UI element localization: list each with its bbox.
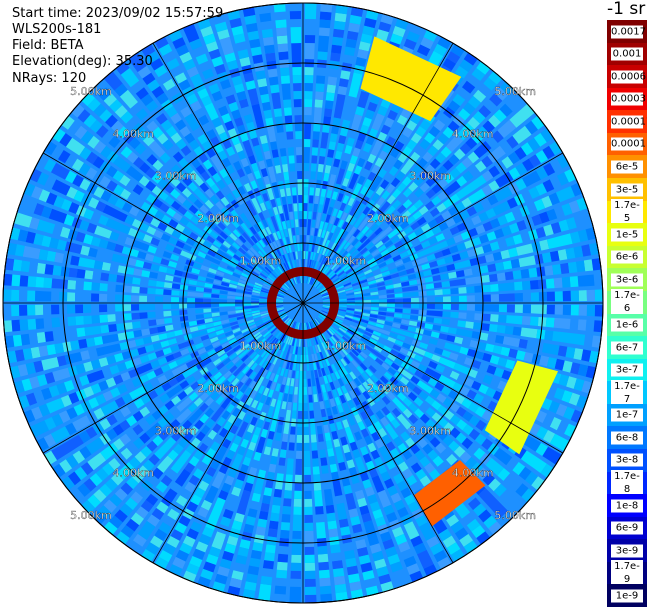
colorbar-level: 1e-9 bbox=[607, 584, 647, 607]
colorbar-level-label: 0.00017 bbox=[611, 115, 647, 129]
colorbar-level: 6e-7 bbox=[607, 336, 647, 360]
colorbar-level: 1.7e-9 bbox=[607, 560, 647, 587]
echo-feature bbox=[360, 36, 462, 122]
colorbar-level: 6e-9 bbox=[607, 516, 647, 540]
colorbar-level-label: 1e-5 bbox=[611, 228, 643, 242]
azimuth-spoke bbox=[152, 302, 304, 564]
start-time-text: Start time: 2023/09/02 15:57:59 bbox=[12, 6, 224, 21]
range-gate-group bbox=[3, 12, 594, 593]
range-label: 5.00km bbox=[70, 85, 112, 98]
colorbar-level: 0.0003 bbox=[607, 87, 647, 111]
colorbar-level-label: 6e-6 bbox=[611, 250, 643, 264]
range-label: 4.00km bbox=[113, 467, 155, 480]
range-gate-group bbox=[4, 7, 592, 603]
range-label: 2.00km bbox=[367, 212, 409, 225]
azimuth-spoke bbox=[152, 42, 304, 304]
colorbar-level: 0.0006 bbox=[607, 65, 647, 89]
colorbar-level-label: 3e-7 bbox=[611, 363, 643, 377]
range-label: 3.00km bbox=[155, 424, 197, 437]
colorbar-level: 3e-9 bbox=[607, 539, 647, 563]
nrays-text: NRays: 120 bbox=[12, 71, 87, 86]
colorbar: 0.0017 0.001 0.0006 0.0003 0.00017 0.0001 6e-5… bbox=[607, 20, 647, 607]
colorbar-level: 1e-5 bbox=[607, 223, 647, 247]
colorbar-level-label: 6e-7 bbox=[611, 341, 643, 355]
colorbar-level: 3e-6 bbox=[607, 268, 647, 292]
colorbar-level-label: 1.7e-5 bbox=[611, 199, 643, 226]
azimuth-spoke bbox=[302, 302, 454, 564]
range-label: 4.00km bbox=[452, 127, 494, 140]
range-label: 5.00km bbox=[494, 85, 536, 98]
colorbar-level-label: 3e-6 bbox=[611, 273, 643, 287]
colorbar-level-label: 3e-8 bbox=[611, 453, 643, 467]
range-label: 1.00km bbox=[240, 339, 282, 352]
ppi-grid bbox=[2, 2, 604, 604]
range-label: 3.00km bbox=[155, 170, 197, 183]
azimuth-spoke bbox=[42, 152, 304, 304]
field-name-text: Field: BETA bbox=[12, 38, 84, 53]
colorbar-level-label: 0.0003 bbox=[611, 92, 646, 106]
azimuth-spoke bbox=[302, 302, 564, 454]
colorbar-level: 6e-8 bbox=[607, 426, 647, 450]
colorbar-level-label: 1.7e-9 bbox=[611, 560, 643, 587]
range-label: 2.00km bbox=[367, 382, 409, 395]
range-label: 1.00km bbox=[240, 255, 282, 268]
colorbar-level: 3e-5 bbox=[607, 178, 647, 202]
colorbar-level: 0.001 bbox=[607, 42, 647, 66]
colorbar-level: 3e-8 bbox=[607, 448, 647, 473]
azimuth-spoke bbox=[302, 152, 564, 304]
azimuth-spoke bbox=[42, 302, 304, 454]
colorbar-level: 3e-7 bbox=[607, 358, 647, 382]
colorbar-level: 1.7e-5 bbox=[607, 199, 647, 226]
colorbar-level: 0.0001 bbox=[607, 132, 647, 156]
colorbar-level: 1.7e-7 bbox=[607, 379, 647, 406]
colorbar-level-label: 1e-6 bbox=[611, 318, 643, 332]
range-gate-group bbox=[10, 3, 603, 594]
ppi-range-labels: 1.00km 1.00km 1.00km 1.00km 2.00km 2.00km 2.00… bbox=[70, 85, 536, 523]
range-label: 4.00km bbox=[452, 467, 494, 480]
range-label: 5.00km bbox=[70, 509, 112, 522]
colorbar-level-label: 1e-8 bbox=[611, 499, 643, 513]
range-gate-group bbox=[17, 3, 602, 592]
azimuth-spoke bbox=[302, 42, 454, 304]
colorbar-level-label: 1.7e-6 bbox=[611, 289, 643, 316]
range-label: 1.00km bbox=[325, 255, 367, 268]
colorbar-level-label: 1e-9 bbox=[611, 589, 643, 603]
range-label: 3.00km bbox=[409, 424, 451, 437]
elevation-text: Elevation(deg): 35.30 bbox=[12, 54, 153, 69]
colorbar-level: 6e-6 bbox=[607, 245, 647, 269]
colorbar-level-label: 1.7e-8 bbox=[611, 470, 643, 497]
range-gate-group bbox=[4, 12, 596, 603]
colorbar-level-label: 1e-7 bbox=[611, 408, 643, 422]
colorbar-level-label: 3e-9 bbox=[611, 544, 643, 558]
instrument-name-text: WLS200s-181 bbox=[12, 22, 102, 37]
colorbar-level-label: 0.001 bbox=[611, 47, 643, 61]
echo-feature bbox=[484, 360, 558, 455]
colorbar-level: 1e-6 bbox=[607, 313, 647, 337]
colorbar-level-label: 0.0001 bbox=[611, 137, 646, 151]
range-label: 1.00km bbox=[325, 339, 367, 352]
range-label: 2.00km bbox=[197, 382, 239, 395]
colorbar-title: -1 sr bbox=[607, 0, 646, 19]
colorbar-level-label: 0.0017 bbox=[611, 25, 646, 39]
range-label: 4.00km bbox=[113, 127, 155, 140]
colorbar-level-label: 6e-8 bbox=[611, 431, 643, 445]
ppi-plot: 1.00km 1.00km 1.00km 1.00km 2.00km 2.00km 2.00… bbox=[2, 2, 604, 604]
colorbar-level: 1e-7 bbox=[607, 403, 647, 427]
colorbar-level-label: 0.0006 bbox=[611, 70, 646, 84]
range-label: 3.00km bbox=[409, 170, 451, 183]
colorbar-level-label: 6e-9 bbox=[611, 521, 643, 535]
colorbar-level: 1.7e-8 bbox=[607, 470, 647, 497]
colorbar-level-label: 1.7e-7 bbox=[611, 379, 643, 406]
colorbar-level-label: 3e-5 bbox=[611, 183, 643, 197]
colorbar-level: 1e-8 bbox=[607, 494, 647, 518]
colorbar-level: 0.00017 bbox=[607, 110, 647, 134]
colorbar-level-label: 6e-5 bbox=[611, 160, 643, 174]
colorbar-level: 0.0017 bbox=[607, 20, 647, 44]
range-label: 5.00km bbox=[494, 509, 536, 522]
colorbar-level: 1.7e-6 bbox=[607, 289, 647, 316]
range-label: 2.00km bbox=[197, 212, 239, 225]
colorbar-level: 6e-5 bbox=[607, 155, 647, 179]
